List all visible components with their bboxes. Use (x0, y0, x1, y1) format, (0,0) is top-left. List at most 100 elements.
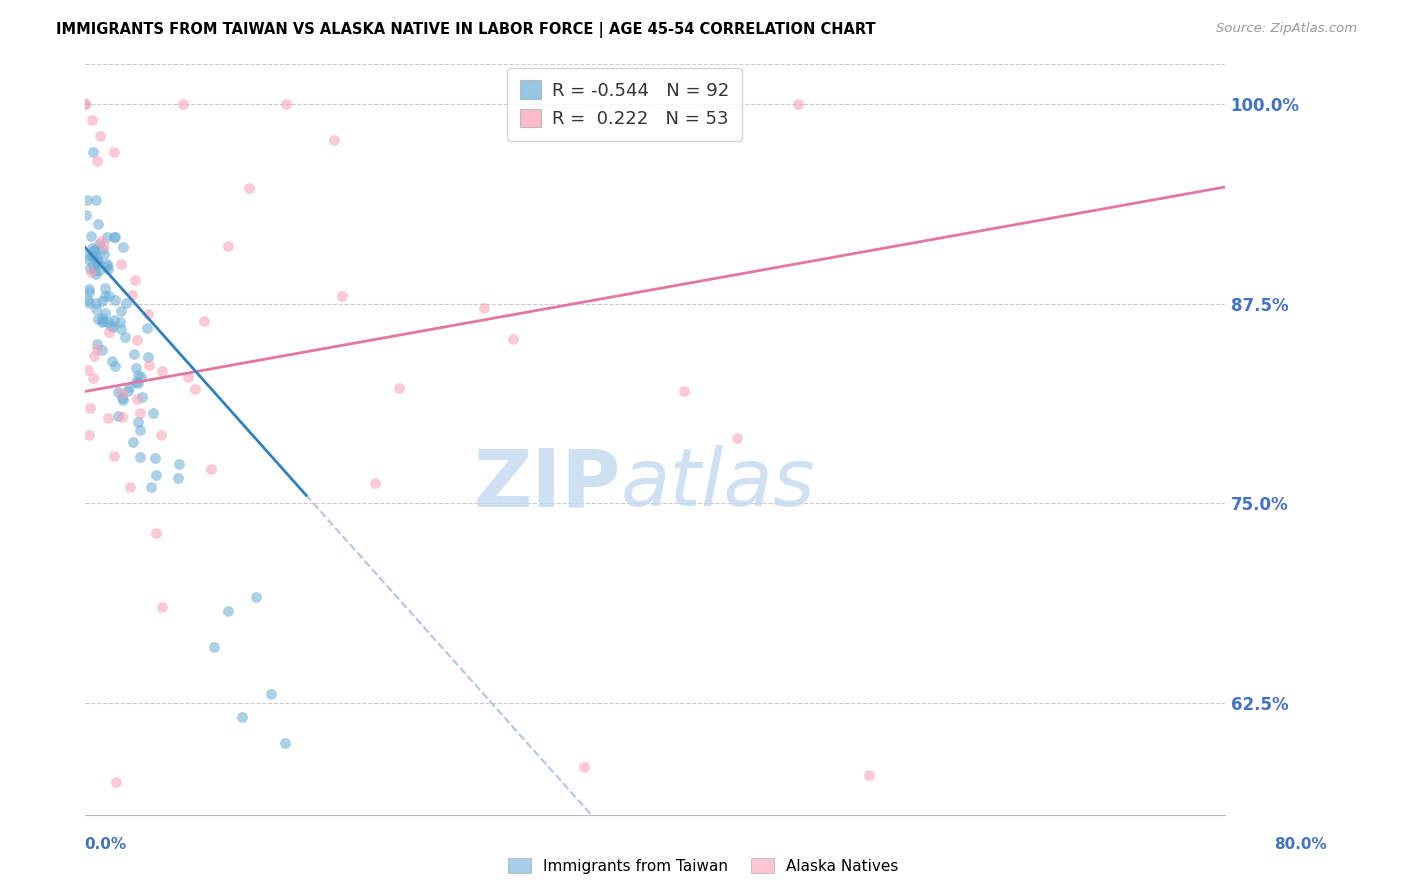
Point (91, 313, 114, 327)
Point (363, 475, 385, 490)
Point (86, 153, 108, 168)
Point (143, 450, 166, 465)
Point (87, 312, 110, 326)
Point (77, 282, 100, 296)
Point (83, 264, 105, 278)
Point (86, 268, 108, 282)
Point (86, 257, 108, 271)
Point (141, 480, 163, 494)
Point (104, 359, 127, 373)
Text: ZIP: ZIP (474, 445, 621, 524)
Point (145, 467, 167, 482)
Point (183, 382, 205, 396)
Point (725, 431, 748, 445)
Point (80, 241, 103, 255)
Point (136, 350, 159, 364)
Point (82, 145, 104, 160)
Legend: Immigrants from Taiwan, Alaska Natives: Immigrants from Taiwan, Alaska Natives (502, 852, 904, 880)
Point (87, 217, 110, 231)
Point (472, 301, 495, 315)
Point (259, 687, 281, 701)
Point (87, 253, 110, 268)
Point (75, 97, 97, 112)
Point (97, 326, 120, 340)
Point (572, 759, 595, 773)
Point (150, 600, 173, 615)
Point (90, 242, 112, 256)
Point (129, 423, 152, 437)
Point (274, 97, 297, 112)
Point (94, 281, 117, 295)
Legend: R = -0.544   N = 92, R =  0.222   N = 53: R = -0.544 N = 92, R = 0.222 N = 53 (508, 68, 742, 141)
Text: Source: ZipAtlas.com: Source: ZipAtlas.com (1216, 22, 1357, 36)
Point (502, 332, 524, 346)
Point (200, 462, 222, 476)
Point (122, 347, 145, 361)
Point (110, 322, 132, 336)
Text: 0.0%: 0.0% (84, 837, 127, 852)
Point (100, 318, 122, 333)
Point (103, 145, 125, 159)
Text: atlas: atlas (621, 445, 815, 524)
Point (167, 470, 190, 484)
Point (93, 239, 115, 253)
Point (82, 371, 104, 385)
Point (127, 376, 149, 391)
Point (84, 194, 107, 208)
Point (97, 261, 120, 276)
Point (138, 359, 160, 373)
Point (128, 450, 150, 464)
Point (76, 193, 98, 207)
Point (172, 97, 194, 112)
Point (75, 208, 97, 222)
Point (193, 314, 215, 328)
Point (96, 230, 118, 244)
Point (135, 320, 157, 334)
Point (87, 236, 110, 251)
Point (107, 409, 129, 424)
Point (121, 434, 143, 449)
Point (77, 296, 100, 310)
Point (104, 775, 127, 789)
Point (93, 247, 115, 261)
Point (108, 315, 131, 329)
Point (114, 330, 136, 344)
Point (90, 315, 112, 329)
Point (330, 289, 353, 303)
Point (388, 381, 411, 395)
Point (75, 97, 97, 112)
Point (96, 257, 118, 271)
Point (86, 254, 108, 268)
Point (104, 293, 127, 307)
Point (231, 710, 253, 724)
Point (100, 354, 122, 368)
Point (167, 458, 190, 472)
Point (79, 401, 101, 415)
Point (125, 333, 148, 347)
Point (89, 128, 111, 143)
Point (83, 243, 105, 257)
Point (84, 302, 107, 317)
Point (131, 390, 153, 404)
Point (80, 228, 103, 243)
Point (86, 337, 108, 351)
Point (217, 604, 239, 618)
Point (76, 248, 98, 262)
Point (110, 303, 132, 318)
Point (118, 380, 141, 394)
Point (129, 370, 152, 384)
Point (127, 392, 149, 407)
Point (177, 369, 200, 384)
Point (111, 385, 134, 400)
Point (79, 428, 101, 442)
Point (115, 296, 138, 310)
Point (217, 239, 239, 253)
Point (202, 640, 225, 654)
Point (786, 97, 808, 112)
Point (858, 767, 880, 781)
Point (83, 244, 105, 259)
Point (127, 368, 149, 382)
Point (97, 411, 120, 425)
Point (117, 384, 139, 398)
Point (77, 252, 100, 267)
